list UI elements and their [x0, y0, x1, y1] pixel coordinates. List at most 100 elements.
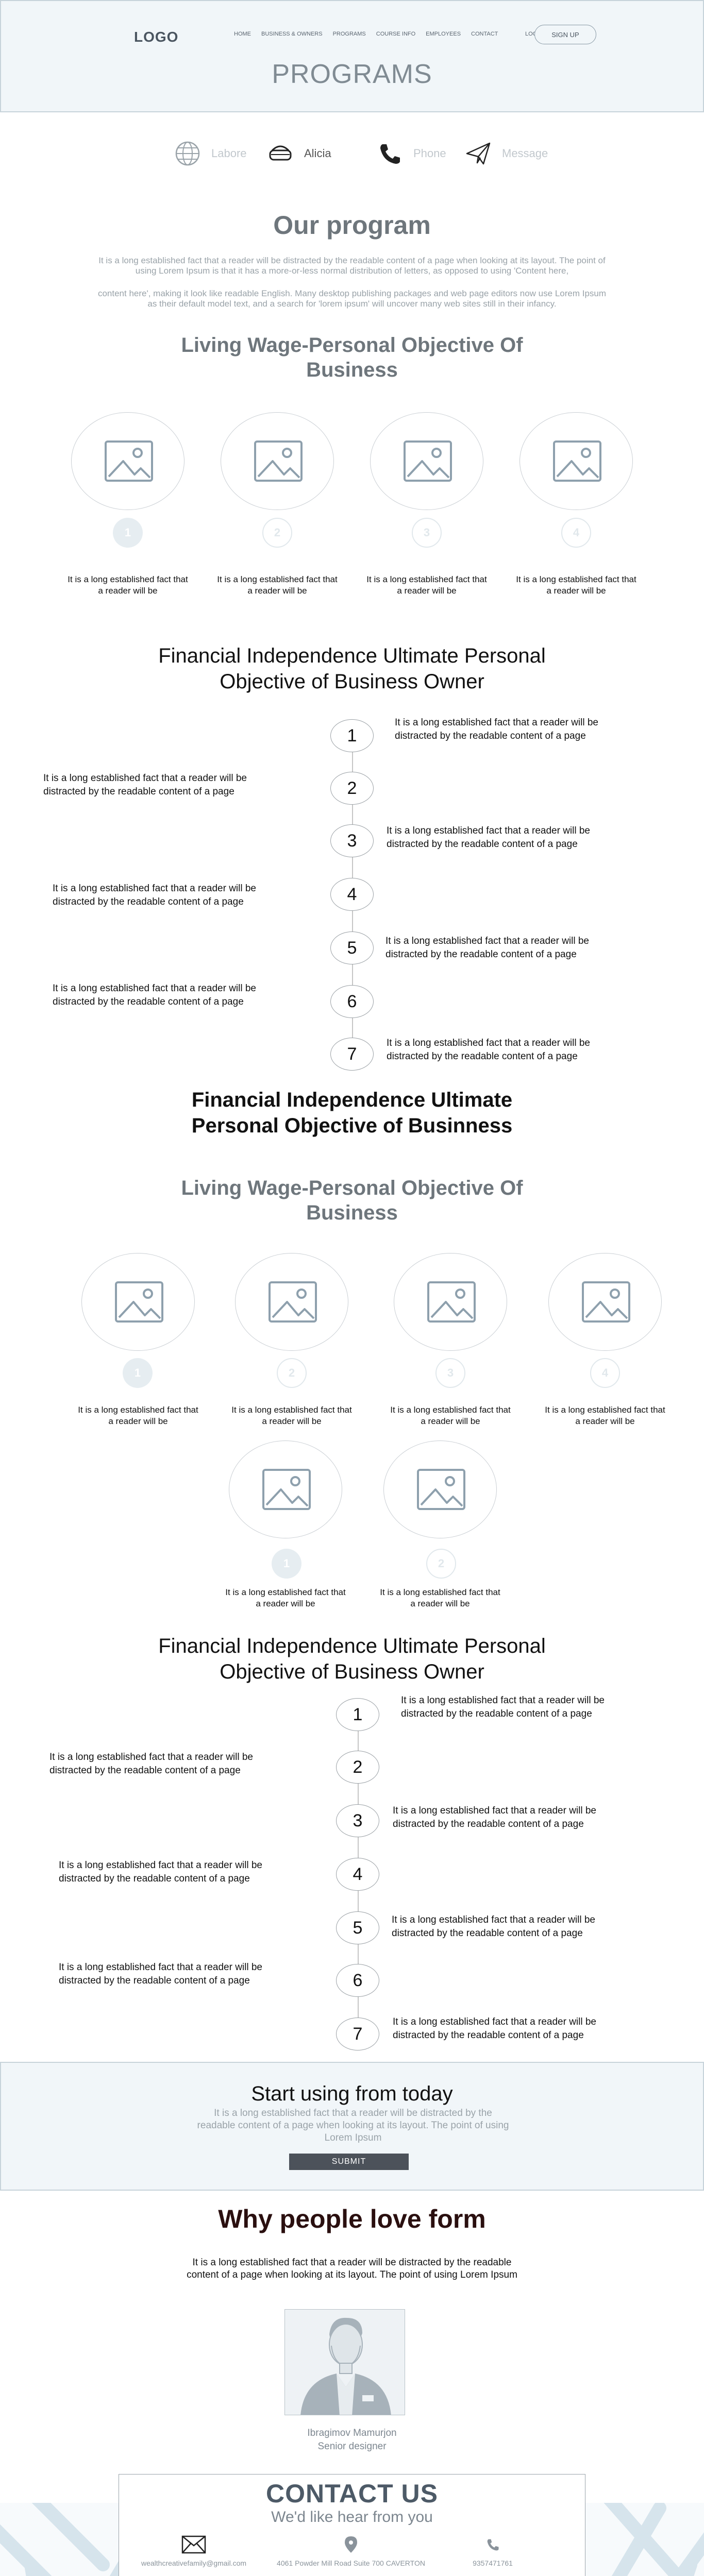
login-link[interactable]: LOG — [525, 31, 538, 37]
contact-box: CONTACT US We'd like hear from you wealt… — [119, 2474, 585, 2576]
card-text: It is a long established fact that a rea… — [366, 574, 487, 596]
timeline-text: It is a long established fact that a rea… — [392, 1914, 596, 1939]
timeline-node[interactable]: 4 — [330, 878, 374, 911]
card-number[interactable]: 4 — [590, 1358, 620, 1388]
image-placeholder-icon — [254, 440, 303, 482]
card-number[interactable]: 1 — [123, 1358, 153, 1388]
timeline-text: It is a long established fact that a rea… — [53, 883, 257, 907]
timeline-node[interactable]: 2 — [330, 772, 374, 805]
our-program-para1: It is a long established fact that a rea… — [98, 256, 606, 276]
contact-item-alicia[interactable]: Alicia — [267, 140, 331, 167]
cta-title: Start using from today — [251, 2082, 453, 2105]
person-role: Senior designer — [317, 2441, 387, 2452]
timeline-text: It is a long established fact that a rea… — [59, 1860, 263, 1884]
nav-contact[interactable]: CONTACT — [471, 31, 498, 37]
timeline-node[interactable]: 7 — [330, 1038, 374, 1071]
timeline1-heading: Financial Independence Ultimate Personal… — [158, 645, 546, 693]
timeline-node[interactable]: 7 — [336, 2018, 379, 2050]
person-avatar-icon — [285, 2310, 405, 2415]
image-placeholder-icon — [582, 1281, 630, 1323]
contact-item-label: Phone — [413, 147, 446, 160]
nav-business-owners[interactable]: BUSINESS & OWNERS — [261, 31, 323, 37]
contact-icon-row: Labore Alicia Phone Message — [0, 140, 704, 171]
nav-course-info[interactable]: COURSE INFO — [376, 31, 416, 37]
timeline-node[interactable]: 2 — [336, 1751, 379, 1784]
contact-item-label: Message — [502, 147, 548, 160]
nav-employees[interactable]: EMPLOYEES — [426, 31, 461, 37]
image-placeholder-icon — [553, 440, 601, 482]
card-number[interactable]: 4 — [561, 518, 591, 548]
card-number[interactable]: 3 — [435, 1358, 465, 1388]
card-number[interactable]: 2 — [426, 1549, 456, 1579]
signup-button[interactable]: SIGN UP — [534, 25, 596, 44]
program-image — [235, 1253, 348, 1351]
card-text: It is a long established fact that a rea… — [68, 574, 188, 596]
timeline-text: It is a long established fact that a rea… — [395, 717, 599, 741]
timeline-node[interactable]: 1 — [330, 719, 374, 752]
timeline-node[interactable]: 5 — [336, 1911, 379, 1944]
contact-item-phone[interactable]: Phone — [376, 140, 446, 167]
card-number[interactable]: 1 — [272, 1549, 301, 1579]
program-image — [370, 412, 483, 510]
timeline-node[interactable]: 5 — [330, 931, 374, 964]
location-pin-icon — [345, 2536, 357, 2553]
contact-subtitle: We'd like hear from you — [271, 2509, 433, 2526]
program-image — [81, 1253, 195, 1351]
logo[interactable]: LOGO — [134, 29, 179, 45]
card-text: It is a long established fact that a rea… — [380, 1587, 500, 1608]
card-text: It is a long established fact that a rea… — [217, 574, 338, 596]
timeline-node[interactable]: 6 — [336, 1964, 379, 1997]
bold-heading: Financial Independence Ultimate Personal… — [191, 1089, 513, 1137]
contact-phone[interactable]: 9357471761 — [449, 2535, 537, 2567]
cta-text: It is a long established fact that a rea… — [197, 2108, 509, 2143]
contact-email[interactable]: wealthcreativefamily@gmail.com — [129, 2535, 258, 2567]
timeline-node[interactable]: 4 — [336, 1858, 379, 1891]
card-text: It is a long established fact that a rea… — [231, 1405, 352, 1426]
program-image — [519, 412, 633, 510]
card-number[interactable]: 3 — [412, 518, 442, 548]
card-text: It is a long established fact that a rea… — [390, 1405, 511, 1426]
contact-item-labore[interactable]: Labore — [174, 140, 247, 167]
contact-item-message[interactable]: Message — [465, 140, 548, 167]
program-image — [394, 1253, 507, 1351]
image-placeholder-icon — [105, 440, 153, 482]
timeline-node[interactable]: 3 — [336, 1804, 379, 1837]
testimonial-title: Why people love form — [218, 2205, 486, 2233]
globe-icon — [175, 141, 200, 166]
submit-button[interactable]: SUBMIT — [289, 2154, 409, 2170]
envelope-icon — [181, 2535, 206, 2554]
phone-icon — [487, 2539, 499, 2551]
timeline-node[interactable]: 1 — [336, 1698, 379, 1731]
nav-programs[interactable]: PROGRAMS — [332, 31, 366, 37]
contact-title: CONTACT US — [265, 2479, 439, 2508]
timeline-text: It is a long established fact that a rea… — [53, 983, 257, 1007]
nav-home[interactable]: HOME — [234, 31, 251, 37]
program-image — [548, 1253, 662, 1351]
card-number[interactable]: 1 — [113, 518, 143, 548]
timeline-node[interactable]: 3 — [330, 824, 374, 857]
card-text: It is a long established fact that a rea… — [545, 1405, 665, 1426]
card-number[interactable]: 2 — [262, 518, 292, 548]
timeline-text: It is a long established fact that a rea… — [385, 936, 590, 960]
contact-address[interactable]: 4061 Powder Mill Road Suite 700 CAVERTON — [274, 2535, 428, 2567]
timeline-text: It is a long established fact that a rea… — [393, 2016, 597, 2041]
card-text: It is a long established fact that a rea… — [78, 1405, 198, 1426]
vr-headset-icon — [269, 145, 292, 161]
cta-section: Start using from today It is a long esta… — [0, 2062, 704, 2191]
card-number[interactable]: 2 — [277, 1358, 307, 1388]
image-placeholder-icon — [404, 440, 452, 482]
image-placeholder-icon — [115, 1281, 163, 1323]
phone-icon — [380, 144, 400, 164]
main-nav: HOME BUSINESS & OWNERS PROGRAMS COURSE I… — [234, 31, 508, 37]
timeline-text: It is a long established fact that a rea… — [43, 773, 247, 797]
image-placeholder-icon — [262, 1469, 311, 1510]
program-image — [221, 412, 334, 510]
our-program-para2: content here', making it look like reada… — [97, 289, 607, 309]
contact-email-text: wealthcreativefamily@gmail.com — [141, 2559, 247, 2567]
timeline2-heading: Financial Independence Ultimate Personal… — [158, 1635, 546, 1683]
page-title: PROGRAMS — [272, 59, 432, 89]
testimonial-text: It is a long established fact that a rea… — [187, 2257, 517, 2280]
timeline-text: It is a long established fact that a rea… — [387, 1038, 591, 1062]
timeline-node[interactable]: 6 — [330, 985, 374, 1018]
